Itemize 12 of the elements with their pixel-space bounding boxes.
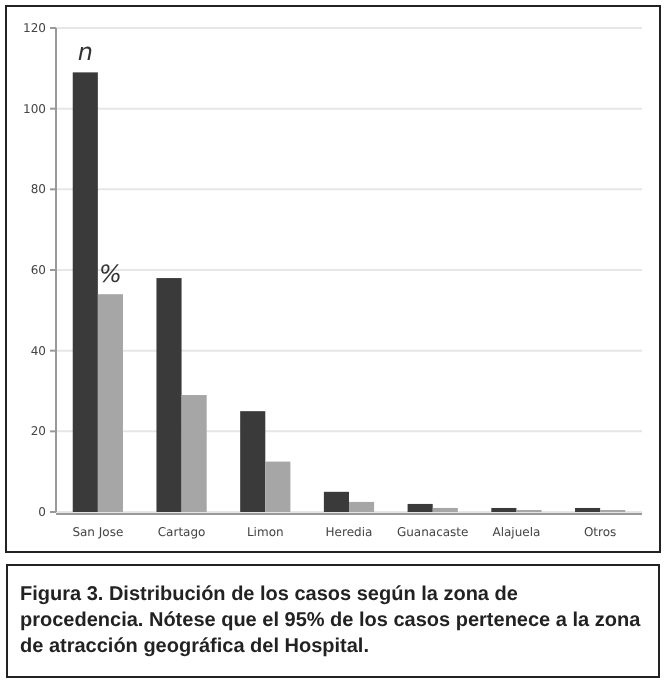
bar — [72, 72, 98, 512]
bar — [349, 501, 375, 512]
bar — [265, 461, 291, 512]
bar — [240, 411, 266, 512]
bar — [97, 294, 123, 512]
bar — [407, 503, 433, 512]
series-label: n — [77, 38, 93, 67]
bar — [181, 395, 207, 512]
text: Figura 3. Distribución de los casos según la zona de procedencia. Nótese que el 95% de los casos pertenece a la zona de atracción geográfica del Hospital. — [6, 564, 660, 678]
series-label: % — [99, 260, 122, 289]
bar — [323, 491, 349, 512]
bar — [156, 278, 182, 512]
